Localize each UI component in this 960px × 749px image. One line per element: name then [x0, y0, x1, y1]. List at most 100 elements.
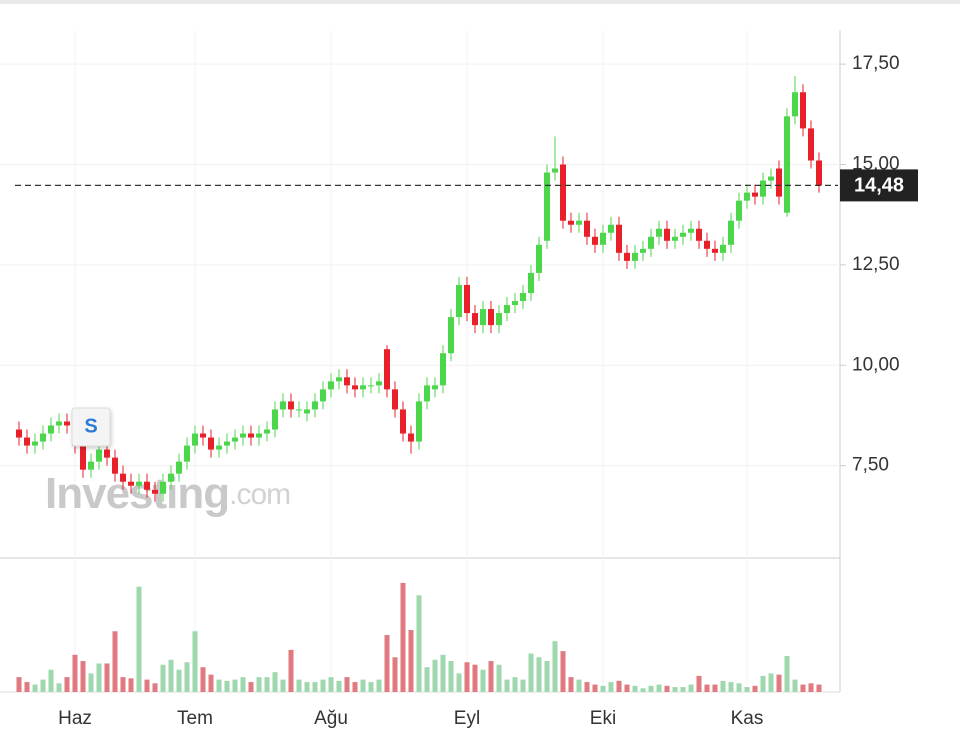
volume-bar [592, 684, 598, 692]
volume-bar [264, 677, 270, 692]
volume-bar [488, 661, 494, 692]
candle-body [48, 425, 54, 434]
y-tick-label: 15,00 [852, 154, 900, 175]
volume-bar [384, 634, 390, 692]
candle-body [176, 461, 182, 474]
current-price-label: 14,48 [854, 175, 904, 197]
volume-bar [776, 674, 782, 692]
volume-bar [416, 595, 422, 692]
volume-bar [528, 653, 534, 692]
volume-bar [216, 679, 222, 692]
volume-bar [728, 682, 734, 692]
volume-bar [544, 661, 550, 692]
volume-bar [280, 679, 286, 692]
candle-body [472, 313, 478, 326]
candle-body [712, 248, 718, 253]
candle-body [648, 236, 654, 249]
candle-body [136, 481, 142, 486]
y-tick-label: 10,00 [852, 354, 900, 375]
candle-body [184, 445, 190, 462]
current-price-box [840, 169, 918, 202]
volume-bar [584, 682, 590, 692]
volume-bar [704, 684, 710, 692]
candle-body [392, 389, 398, 410]
candle-body [816, 160, 822, 186]
candle-body [736, 200, 742, 221]
candle-body [88, 461, 94, 470]
candle-body [616, 224, 622, 253]
candle-body [240, 433, 246, 438]
candle-body [312, 401, 318, 410]
candle-body [632, 252, 638, 261]
candle-body [704, 240, 710, 249]
candle-body [224, 441, 230, 446]
volume-bar [288, 649, 294, 692]
volume-bar [440, 654, 446, 692]
candle-body [160, 481, 166, 494]
candle-body [688, 228, 694, 233]
y-tick-label: 7,50 [852, 455, 889, 476]
candle-body [512, 301, 518, 306]
candle-body [328, 381, 334, 390]
volume-bar [208, 674, 214, 692]
volume-bar [40, 679, 46, 692]
volume-bar [360, 679, 366, 692]
volume-bar [576, 679, 582, 692]
volume-bar [64, 677, 70, 692]
candle-body [504, 305, 510, 314]
candle-body [208, 437, 214, 450]
candle-body [272, 409, 278, 430]
volume-bar [696, 675, 702, 692]
volume-bar [24, 682, 30, 692]
volume-bar [16, 677, 22, 692]
candle-body [80, 445, 86, 470]
candle-body [624, 252, 630, 261]
volume-bar [648, 685, 654, 692]
x-tick-label: Kas [731, 708, 764, 729]
volume-bar [152, 683, 158, 692]
x-tick-label: Tem [177, 708, 213, 729]
volume-bar [336, 680, 342, 692]
volume-bar [248, 682, 254, 692]
candle-body [232, 437, 238, 442]
volume-bar [744, 687, 750, 692]
top-border [0, 0, 960, 4]
candle-body [424, 385, 430, 402]
candle-body [456, 284, 462, 318]
volume-bar [480, 669, 486, 692]
volume-bar [376, 679, 382, 692]
candle-body [192, 433, 198, 446]
volume-bar [184, 662, 190, 692]
y-tick-label: 17,50 [852, 53, 900, 74]
volume-bar [768, 673, 774, 692]
volume-bar [112, 631, 118, 692]
candle-body [752, 192, 758, 197]
volume-bar [192, 631, 198, 692]
candle-body [792, 92, 798, 117]
volume-bar [128, 678, 134, 692]
volume-bar [32, 684, 38, 692]
candle-body [544, 172, 550, 241]
candle-body [416, 401, 422, 442]
candle-body [376, 381, 382, 386]
candle-body [216, 445, 222, 450]
volume-bar [120, 677, 126, 692]
x-tick-label: Ağu [314, 708, 348, 729]
candle-body [600, 232, 606, 245]
candle-body [256, 433, 262, 438]
volume-bar [456, 673, 462, 692]
volume-bar [560, 651, 566, 692]
candle-body [24, 437, 30, 446]
volume-bar [96, 663, 102, 692]
candle-body [408, 433, 414, 442]
candle-body [592, 236, 598, 245]
volume-bar [448, 661, 454, 692]
candle-body [448, 317, 454, 354]
volume-bar [736, 683, 742, 692]
volume-bar [400, 582, 406, 692]
candle-body [112, 457, 118, 474]
candle-body [264, 429, 270, 434]
candle-body [280, 401, 286, 410]
volume-bar [608, 682, 614, 692]
